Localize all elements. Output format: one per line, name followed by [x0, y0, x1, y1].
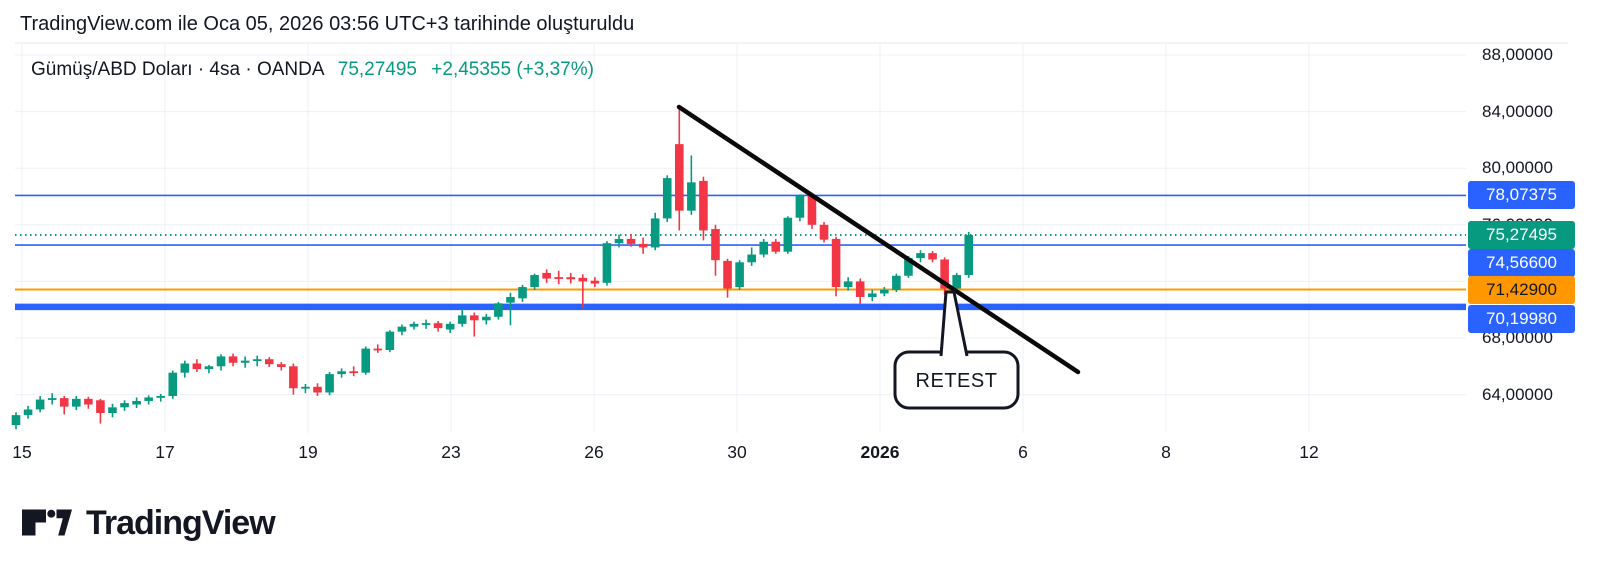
- candle: [11, 412, 21, 430]
- candle: [216, 354, 226, 371]
- candle: [855, 278, 865, 305]
- candle: [457, 308, 467, 327]
- candle: [795, 194, 805, 222]
- candle: [880, 287, 889, 297]
- candle: [952, 272, 961, 292]
- candle: [916, 250, 925, 263]
- attribution-text: TradingView.com ile Oca 05, 2026 03:56 U…: [20, 13, 635, 35]
- last-price-value: 75,27495: [337, 59, 417, 80]
- candle: [47, 393, 57, 405]
- tradingview-logo: TradingView: [22, 504, 276, 542]
- candle: [590, 277, 600, 288]
- candle: [638, 237, 648, 254]
- candle: [445, 321, 455, 334]
- candle: [518, 284, 527, 302]
- descending-trendline[interactable]: [676, 104, 1081, 375]
- candle: [614, 234, 624, 248]
- candle: [96, 398, 105, 424]
- tradingview-logo-text: TradingView: [86, 504, 276, 542]
- candle: [626, 233, 636, 247]
- candle: [650, 212, 660, 251]
- candle: [264, 357, 274, 368]
- candle: [409, 321, 419, 330]
- candle: [349, 366, 358, 377]
- candle: [494, 301, 503, 320]
- candle: [301, 383, 310, 394]
- candle: [554, 270, 563, 285]
- candle: [433, 321, 443, 332]
- candle: [964, 231, 974, 278]
- candle: [313, 383, 322, 397]
- candle: [469, 312, 479, 337]
- candle: [59, 396, 69, 415]
- candle: [144, 395, 153, 405]
- candle: [530, 273, 539, 290]
- candle: [361, 346, 371, 375]
- symbol-title: Gümüş/ABD Doları · 4sa · OANDA: [31, 59, 324, 80]
- candle: [687, 155, 696, 215]
- candle: [228, 353, 238, 367]
- candle: [566, 272, 576, 284]
- candle: [180, 360, 190, 378]
- candle: [578, 274, 588, 309]
- price-change-value: +2,45355 (+3,37%): [431, 59, 594, 80]
- candle: [506, 292, 515, 326]
- candle: [783, 216, 793, 254]
- candle: [771, 238, 781, 254]
- candle: [240, 356, 250, 368]
- candle: [759, 238, 769, 258]
- symbol-legend[interactable]: Gümüş/ABD Doları · 4sa · OANDA 75,27495 …: [31, 59, 594, 81]
- candle: [277, 362, 286, 371]
- candle: [928, 250, 937, 263]
- candle: [807, 192, 817, 230]
- candle: [132, 397, 141, 409]
- candle: [373, 344, 383, 353]
- candle: [325, 371, 334, 396]
- candle: [156, 393, 166, 402]
- retest-callout-text: RETEST: [916, 370, 998, 392]
- candle: [602, 241, 612, 286]
- candle: [735, 260, 744, 290]
- candle: [72, 396, 81, 411]
- candle: [675, 109, 684, 231]
- candle: [192, 359, 202, 372]
- candle: [831, 236, 841, 297]
- candle: [120, 400, 129, 411]
- candle: [168, 370, 178, 399]
- candle: [23, 405, 33, 419]
- candle: [108, 403, 117, 418]
- candle: [337, 368, 346, 378]
- candle: [385, 330, 395, 353]
- candle: [482, 313, 491, 325]
- candle: [397, 324, 407, 336]
- candle: [892, 273, 901, 293]
- retest-callout-pointer: [939, 290, 969, 357]
- candle: [747, 247, 756, 266]
- candle: [699, 176, 708, 241]
- candle: [843, 277, 853, 291]
- tradingview-logo-icon: [22, 509, 72, 536]
- candle: [35, 396, 45, 413]
- candle: [84, 396, 93, 409]
- candle: [711, 224, 720, 276]
- candle: [421, 319, 431, 329]
- candle: [819, 221, 829, 243]
- candle: [723, 258, 732, 298]
- candle: [867, 289, 877, 302]
- candle: [289, 363, 298, 395]
- candle: [542, 269, 551, 283]
- candle: [940, 257, 949, 295]
- candle: [252, 355, 262, 367]
- candle: [662, 175, 672, 222]
- candle: [204, 364, 214, 374]
